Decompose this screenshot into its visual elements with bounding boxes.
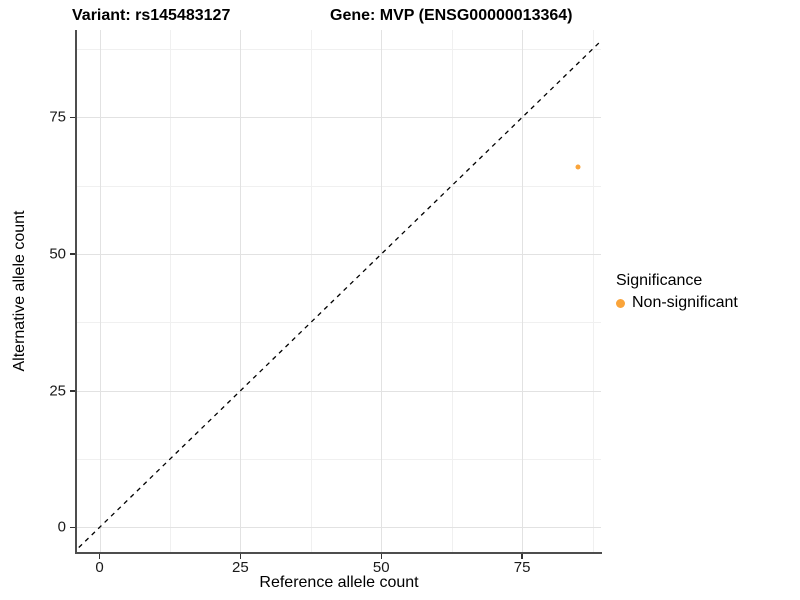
y-gridline-major <box>77 117 601 119</box>
y-gridline-minor <box>77 185 601 187</box>
x-gridline-minor <box>451 30 453 552</box>
x-gridline-major <box>240 30 242 552</box>
y-tick-label: 75 <box>49 108 66 126</box>
y-gridline-minor <box>77 322 601 324</box>
y-tick-label: 0 <box>57 518 66 536</box>
legend-key-dot <box>616 298 625 308</box>
x-axis-title: Reference allele count <box>259 574 419 591</box>
x-gridline-minor <box>310 30 312 552</box>
x-gridline-minor <box>169 30 171 552</box>
x-tick-mark <box>380 554 382 559</box>
legend-title: Significance <box>616 272 703 289</box>
x-axis-line <box>75 552 602 554</box>
gene-title: Gene: MVP (ENSG00000013364) <box>330 7 573 24</box>
y-axis-line <box>75 30 77 554</box>
y-gridline-minor <box>77 49 601 51</box>
x-tick-mark <box>521 554 523 559</box>
y-gridline-major <box>77 390 601 392</box>
x-gridline-major <box>522 30 524 552</box>
x-tick-label: 50 <box>372 559 390 576</box>
x-gridline-minor <box>592 30 594 552</box>
x-gridline-major <box>381 30 383 552</box>
legend-item: Non-significant <box>616 294 738 312</box>
y-tick-mark <box>70 253 75 255</box>
x-tick-mark <box>98 554 101 559</box>
y-gridline-major <box>77 527 601 529</box>
identity-line <box>77 40 601 551</box>
plot-panel <box>77 30 601 552</box>
y-tick-mark <box>70 390 75 392</box>
y-gridline-major <box>77 254 601 256</box>
variant-title: Variant: rs145483127 <box>72 7 231 24</box>
legend: Significance Non-significant <box>616 272 738 312</box>
x-tick-label: 25 <box>232 559 249 576</box>
x-tick-mark <box>239 554 242 559</box>
y-tick-mark <box>70 116 75 119</box>
data-point <box>575 164 581 170</box>
y-tick-label: 25 <box>49 382 66 400</box>
y-axis-title: Alternative allele count <box>11 210 28 372</box>
y-gridline-minor <box>77 459 601 461</box>
x-tick-label: 75 <box>513 559 531 576</box>
y-tick-mark <box>70 526 75 529</box>
y-tick-label: 50 <box>49 245 66 263</box>
x-tick-label: 0 <box>95 559 104 576</box>
legend-items: Non-significant <box>616 294 738 312</box>
x-gridline-major <box>99 30 101 552</box>
legend-item-label: Non-significant <box>632 294 738 311</box>
